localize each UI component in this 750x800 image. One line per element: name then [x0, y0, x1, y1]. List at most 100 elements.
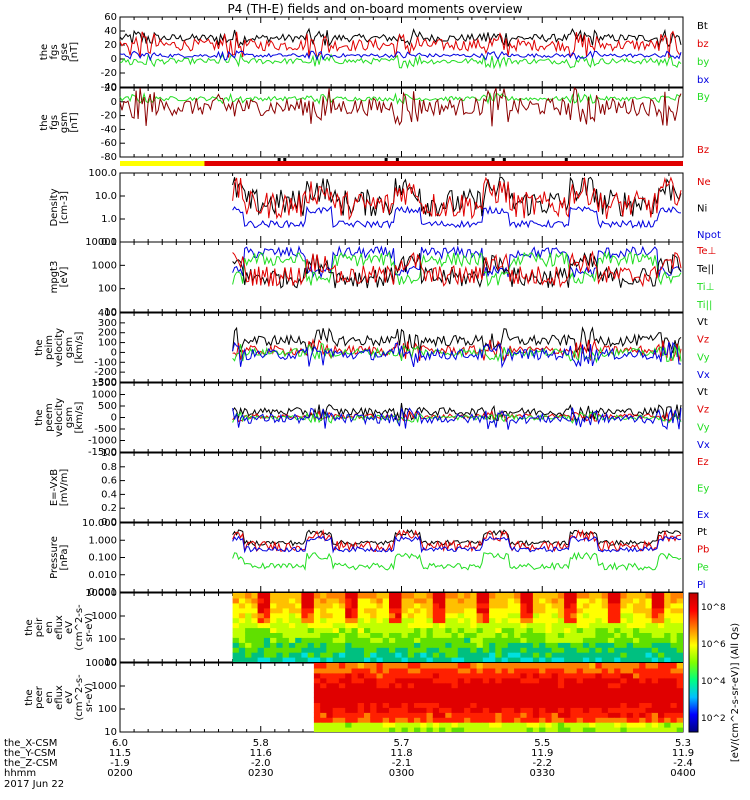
heatmap-cell — [295, 602, 303, 609]
heatmap-cell — [557, 593, 565, 599]
heatmap-cell — [576, 593, 584, 599]
heatmap-cell — [545, 632, 553, 638]
heatmap-cell — [520, 712, 528, 718]
heatmap-cell — [620, 647, 628, 653]
heatmap-cell — [282, 642, 290, 648]
heatmap-cell — [257, 632, 265, 638]
heatmap-cell — [263, 607, 271, 614]
heatmap-cell — [326, 617, 334, 624]
heatmap-cell — [582, 647, 590, 653]
ytick-label: -200 — [94, 367, 117, 378]
heatmap-cell — [670, 663, 678, 669]
series-Ne — [232, 176, 682, 221]
heatmap-cell — [670, 632, 678, 638]
heatmap-cell — [420, 712, 428, 718]
heatmap-cell — [626, 602, 634, 609]
heatmap-cell — [338, 622, 346, 629]
heatmap-cell — [545, 722, 553, 728]
ylabel-line: (cm^2-s- — [74, 604, 85, 651]
heatmap-cell — [489, 647, 496, 653]
heatmap-cell — [364, 672, 371, 679]
heatmap-cell — [376, 622, 384, 629]
heatmap-cell — [651, 712, 659, 718]
heatmap-cell — [576, 612, 584, 619]
heatmap-cell — [407, 602, 415, 609]
legend-entry: Ex — [697, 510, 709, 521]
heatmap-cell — [457, 663, 465, 669]
heatmap-cell — [432, 647, 440, 653]
heatmap-cell — [620, 667, 628, 674]
heatmap-cell — [282, 602, 290, 609]
heatmap-cell — [338, 667, 346, 674]
heatmap-cell — [338, 597, 346, 604]
heatmap-cell — [464, 617, 471, 624]
heatmap-cell — [295, 593, 303, 599]
heatmap-cell — [407, 717, 415, 723]
heatmap-cell — [532, 657, 540, 662]
heatmap-cell — [364, 607, 371, 614]
ylabel-line: the — [24, 689, 35, 705]
ephemeris-row-label: the_X-CSM — [4, 738, 57, 749]
legend-entry: Pt — [697, 527, 707, 538]
heatmap-cell — [276, 647, 284, 653]
heatmap-cell — [426, 707, 434, 713]
heatmap-cell — [564, 697, 571, 703]
heatmap-cell — [451, 687, 459, 694]
heatmap-cell — [557, 712, 565, 718]
heatmap-cell — [382, 697, 390, 703]
heatmap-cell — [664, 642, 672, 648]
heatmap-cell — [320, 667, 328, 674]
heatmap-cell — [614, 672, 622, 679]
heatmap-cell — [451, 632, 459, 638]
heatmap-cell — [445, 622, 453, 629]
heatmap-cell — [326, 642, 334, 648]
heatmap-cell — [345, 727, 353, 732]
heatmap-cell — [526, 593, 534, 599]
heatmap-cell — [589, 682, 597, 689]
legend-entry: Te⊥ — [696, 246, 716, 257]
heatmap-cell — [357, 627, 365, 633]
heatmap-cell — [670, 722, 678, 728]
heatmap-cell — [501, 727, 509, 732]
heatmap-cell — [232, 622, 240, 629]
heatmap-cell — [376, 692, 384, 699]
heatmap-cell — [576, 617, 584, 624]
heatmap-cell — [551, 697, 559, 703]
heatmap-cell — [301, 622, 309, 629]
heatmap-cell — [626, 593, 634, 599]
heatmap-cell — [407, 597, 415, 604]
ytick-label: 20 — [104, 83, 117, 94]
heatmap-cell — [445, 677, 453, 684]
heatmap-cell — [539, 712, 546, 718]
heatmap-cell — [658, 672, 665, 679]
heatmap-cell — [664, 682, 672, 689]
heatmap-cell — [389, 637, 396, 643]
heatmap-cell — [507, 632, 515, 638]
heatmap-cell — [551, 627, 559, 633]
heatmap-cell — [601, 597, 609, 604]
heatmap-cell — [257, 637, 265, 643]
heatmap-cell — [376, 642, 384, 648]
series-bz — [119, 30, 682, 60]
heatmap-cell — [345, 617, 353, 624]
heatmap-cell — [420, 622, 428, 629]
heatmap-cell — [601, 692, 609, 699]
heatmap-cell — [651, 663, 659, 669]
heatmap-cell — [426, 722, 434, 728]
heatmap-cell — [601, 667, 609, 674]
heatmap-cell — [376, 652, 384, 658]
heatmap-cell — [633, 697, 640, 703]
heatmap-cell — [464, 702, 471, 708]
heatmap-cell — [432, 627, 440, 633]
heatmap-cell — [426, 602, 434, 609]
heatmap-cell — [539, 637, 546, 643]
heatmap-cell — [395, 672, 403, 679]
heatmap-cell — [495, 712, 503, 718]
heatmap-cell — [414, 667, 421, 674]
heatmap-cell — [570, 647, 578, 653]
heatmap-cell — [489, 697, 496, 703]
heatmap-cell — [357, 652, 365, 658]
ephemeris-value: 5.7 — [394, 738, 410, 749]
heatmap-cell — [514, 663, 521, 669]
heatmap-cell — [595, 687, 603, 694]
